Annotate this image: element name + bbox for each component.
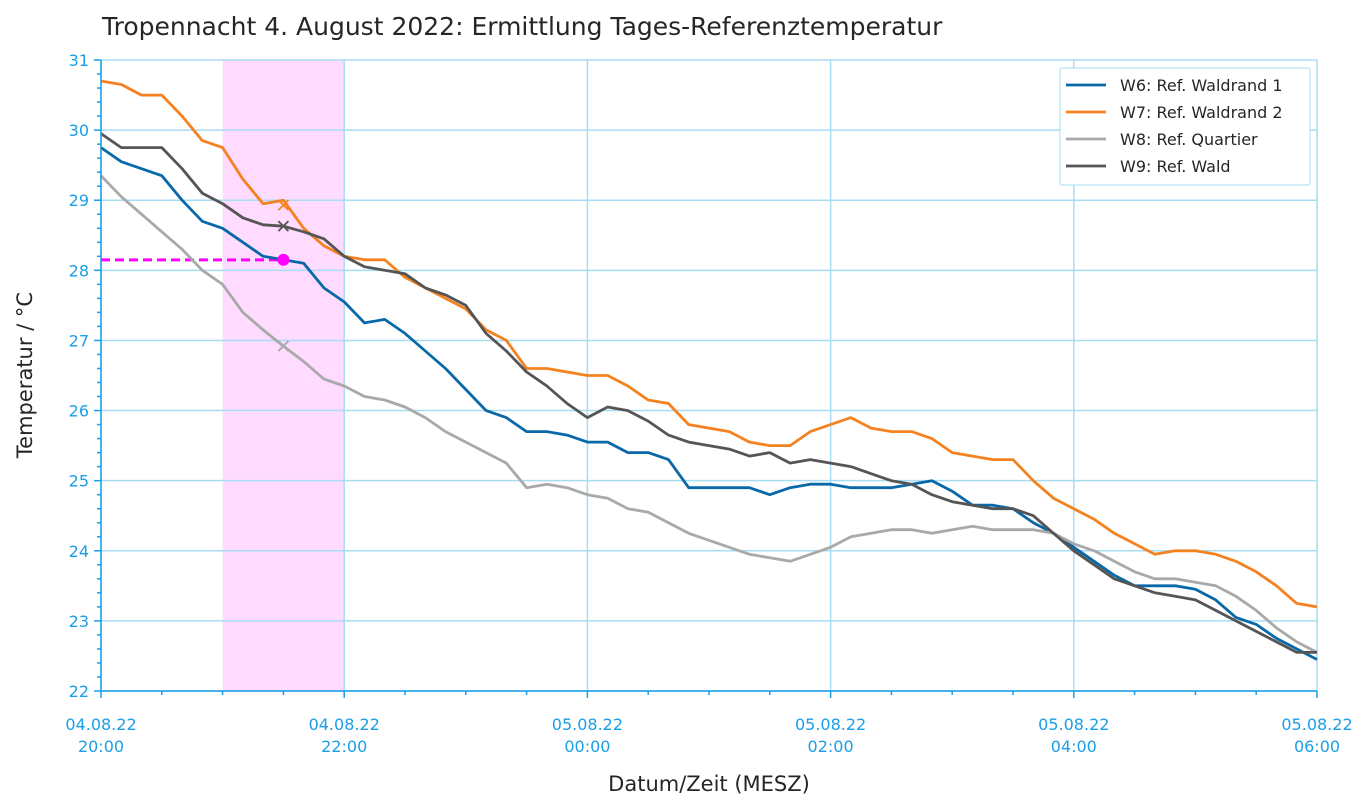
- y-tick-label: 28: [69, 261, 89, 280]
- x-tick-label-date: 05.08.22: [552, 715, 623, 734]
- x-tick-label-time: 22:00: [321, 737, 367, 756]
- axes: [94, 59, 1318, 698]
- series-line: [100, 79, 1318, 609]
- plot-background: [222, 60, 345, 691]
- legend-box: [1059, 67, 1311, 186]
- x-tick-label-date: 05.08.22: [1038, 715, 1109, 734]
- legend-label: W9: Ref. Wald: [1120, 157, 1231, 176]
- legend-label: W6: Ref. Waldrand 1: [1120, 76, 1283, 95]
- x-tick-label-time: 04:00: [1051, 737, 1097, 756]
- x-tick-label-date: 05.08.22: [1281, 715, 1352, 734]
- x-tick-label-date: 04.08.22: [65, 715, 136, 734]
- x-tick-label-time: 00:00: [564, 737, 610, 756]
- y-tick-label: 30: [69, 121, 89, 140]
- series-marker: [277, 199, 290, 211]
- legend: W6: Ref. Waldrand 1 W7: Ref. Waldrand 2 W8…: [1059, 67, 1311, 186]
- series-line: [100, 132, 1317, 654]
- x-tick-label-time: 20:00: [78, 737, 124, 756]
- y-tick-label: 24: [69, 542, 89, 561]
- x-tick-label-date: 04.08.22: [309, 715, 380, 734]
- marker-stroke: [277, 199, 290, 211]
- y-tick-label: 22: [69, 682, 89, 701]
- marker-stroke: [277, 340, 290, 352]
- y-tick-label: 29: [69, 191, 89, 210]
- y-axis-label: Temperatur / °C: [13, 292, 37, 459]
- y-tick-label: 23: [69, 612, 89, 631]
- series-line: [100, 146, 1318, 661]
- legend-label: W8: Ref. Quartier: [1120, 130, 1258, 149]
- x-tick-labels: 04.08.22 20:00 04.08.22 22:00 05.08.22 00:00 0…: [65, 715, 1352, 756]
- x-tick-label-time: 02:00: [808, 737, 854, 756]
- x-tick-label-date: 05.08.22: [795, 715, 866, 734]
- series-layer: [99, 79, 1318, 661]
- y-tick-labels: 22 23 24 25 26 27 28 29 30 31: [69, 51, 89, 701]
- y-tick-label: 31: [69, 51, 89, 70]
- x-axis-label: Datum/Zeit (MESZ): [608, 772, 810, 796]
- y-tick-label: 26: [69, 402, 89, 421]
- x-tick-label-time: 06:00: [1294, 737, 1340, 756]
- series-marker: [277, 220, 290, 232]
- series-marker: [277, 340, 290, 352]
- y-tick-label: 25: [69, 472, 89, 491]
- series-line: [99, 174, 1318, 654]
- legend-label: W7: Ref. Waldrand 2: [1120, 103, 1283, 122]
- highlight-span: [222, 60, 345, 691]
- marker-stroke: [277, 220, 290, 232]
- reference-point: [277, 253, 290, 266]
- chart-title: Tropennacht 4. August 2022: Ermittlung T…: [101, 12, 943, 41]
- y-tick-label: 27: [69, 331, 89, 350]
